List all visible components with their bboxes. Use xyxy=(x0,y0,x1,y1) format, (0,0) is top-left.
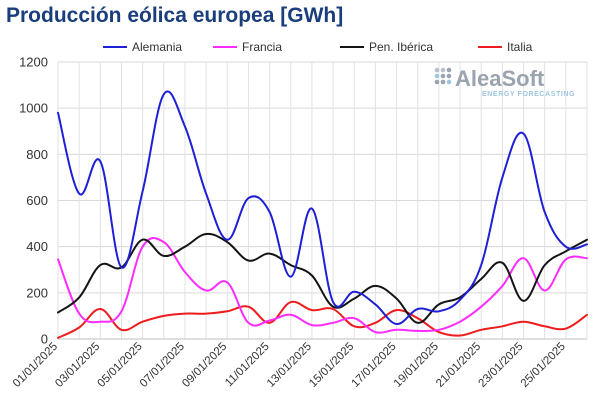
x-tick-label: 09/01/2025 xyxy=(180,341,229,390)
logo-dot xyxy=(434,79,440,85)
series-line-francia xyxy=(57,236,588,334)
y-tick-label: 0 xyxy=(41,332,48,347)
y-tick-label: 1000 xyxy=(19,101,48,116)
x-tick-label: 23/01/2025 xyxy=(476,341,525,390)
x-tick-label: 15/01/2025 xyxy=(307,341,356,390)
logo-dot xyxy=(446,79,452,85)
logo-dot xyxy=(434,67,440,73)
y-tick-label: 200 xyxy=(26,285,48,300)
y-tick-label: 1200 xyxy=(19,55,48,70)
x-tick-label: 05/01/2025 xyxy=(96,341,145,390)
y-tick-label: 400 xyxy=(26,239,48,254)
legend-item-francia: Francia xyxy=(213,40,282,54)
logo-dot xyxy=(440,67,446,73)
x-tick-label: 07/01/2025 xyxy=(138,341,187,390)
tick-labels: 0 200 400 600 800 1000 1200 01/01/202503/01/202… xyxy=(11,55,568,390)
logo-dots-icon xyxy=(434,67,452,85)
grid xyxy=(57,61,588,340)
legend-item-pen-iberica: Pen. Ibérica xyxy=(340,40,433,54)
logo-brand: AleaSoft xyxy=(455,66,545,91)
x-tick-label: 13/01/2025 xyxy=(265,341,314,390)
series-line-italia xyxy=(57,300,588,339)
logo-tagline: ENERGY FORECASTING xyxy=(482,91,575,98)
chart-title: Producción eólica europea [GWh] xyxy=(6,4,344,27)
x-tick-label: 01/01/2025 xyxy=(11,341,60,390)
x-tick-label: 25/01/2025 xyxy=(519,341,568,390)
x-tick-label: 03/01/2025 xyxy=(53,341,102,390)
x-tick-label: 21/01/2025 xyxy=(434,341,483,390)
legend-label: Italia xyxy=(507,40,533,54)
legend-item-italia: Italia xyxy=(478,40,533,54)
legend-label: Pen. Ibérica xyxy=(369,40,433,54)
legend: Alemania Francia Pen. Ibérica Italia xyxy=(103,40,533,54)
legend-label: Alemania xyxy=(132,40,182,54)
logo-dot xyxy=(446,73,452,79)
series-line-pen-iberica xyxy=(57,232,588,324)
logo-dot xyxy=(446,67,452,73)
series-line-alemania xyxy=(57,90,588,325)
logo-dot xyxy=(440,73,446,79)
legend-item-alemania: Alemania xyxy=(103,40,182,54)
x-tick-label: 19/01/2025 xyxy=(392,341,441,390)
logo-dot xyxy=(434,73,440,79)
legend-label: Francia xyxy=(242,40,282,54)
logo-dot xyxy=(440,79,446,85)
series-lines xyxy=(57,90,588,339)
aleasoft-logo: AleaSoft ENERGY FORECASTING xyxy=(434,66,575,98)
x-tick-label: 17/01/2025 xyxy=(349,341,398,390)
y-tick-label: 800 xyxy=(26,147,48,162)
y-tick-label: 600 xyxy=(26,193,48,208)
